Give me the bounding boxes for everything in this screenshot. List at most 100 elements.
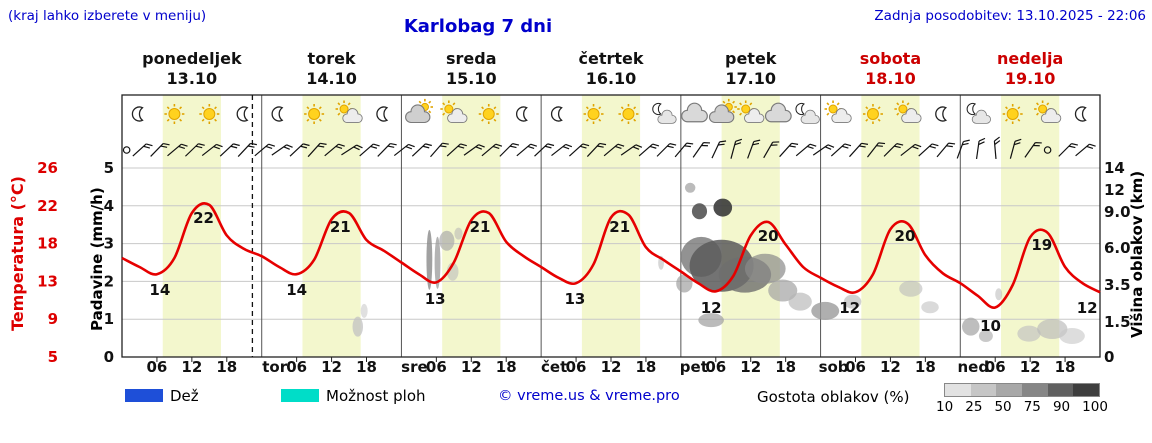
- density-swatch: [945, 384, 971, 396]
- daylight-band: [302, 95, 361, 357]
- wind-barb-icon: [377, 142, 397, 157]
- temperature-tick: 9: [48, 310, 58, 328]
- temperature-value-label: 10: [980, 317, 1001, 335]
- wind-barb-icon: [289, 143, 310, 157]
- page-title: Karlobag 7 dni: [403, 16, 553, 37]
- density-level-label: 50: [994, 399, 1012, 415]
- wind-barb-icon: [918, 143, 939, 157]
- hour-label: 18: [496, 358, 517, 376]
- wind-barb-icon: [603, 143, 625, 157]
- density-level-label: 75: [1023, 399, 1041, 415]
- density-swatch: [1073, 384, 1100, 396]
- hour-label: 06: [566, 358, 587, 376]
- temperature-value-label: 21: [609, 218, 630, 236]
- precipitation-tick: 4: [104, 197, 114, 215]
- temperature-value-label: 20: [895, 227, 916, 245]
- temperature-value-label: 12: [839, 299, 860, 317]
- wind-barb-icon: [551, 143, 573, 157]
- temperature-value-label: 14: [149, 281, 170, 299]
- precipitation-tick: 1: [104, 310, 114, 328]
- density-swatch: [970, 384, 997, 396]
- cloud-blob: [454, 227, 463, 240]
- cloud-blob: [1059, 328, 1085, 344]
- cloud-sun-icon: [405, 98, 433, 124]
- hour-label: 06: [426, 358, 447, 376]
- day-date: 19.10: [1005, 69, 1056, 88]
- wind-barb-icon: [393, 143, 415, 157]
- day-abbr-label: sre: [401, 358, 428, 376]
- temperature-value-label: 13: [564, 290, 585, 308]
- density-swatch: [996, 384, 1023, 396]
- wind-barb-icon: [307, 142, 327, 158]
- cloud-blob: [439, 230, 455, 251]
- wind-barb-icon: [795, 143, 817, 157]
- wind-barb-icon: [499, 143, 520, 157]
- cloud-blob: [978, 330, 993, 342]
- hour-label: 06: [286, 358, 307, 376]
- day-name: nedelja: [997, 49, 1063, 68]
- moon-cloud-icon: [652, 102, 677, 124]
- cloud-density-scale-labels: 10 25 50 75 90 100: [936, 399, 1108, 415]
- wind-barb-icon: [866, 142, 886, 158]
- day-date: 18.10: [865, 69, 916, 88]
- wind-barb-icon: [711, 140, 727, 159]
- day-date: 15.10: [446, 69, 497, 88]
- wind-barb-icon: [411, 143, 432, 157]
- wind-barb-icon: [1075, 143, 1096, 157]
- wind-barb-icon: [883, 143, 904, 157]
- daylight-band: [581, 95, 641, 357]
- wind-barb-icon: [936, 142, 956, 158]
- temperature-value-label: 12: [701, 299, 722, 317]
- daylight-band: [721, 95, 780, 357]
- temperature-value-label: 13: [425, 290, 446, 308]
- calm-wind-icon: [122, 146, 131, 154]
- wind-barb-icon: [956, 139, 970, 159]
- hour-label: 12: [461, 358, 482, 376]
- rain-legend-label: Dež: [170, 387, 199, 405]
- moon-icon: [236, 106, 249, 122]
- day-abbr-label: čet: [541, 358, 567, 376]
- wind-barb-icon: [849, 142, 869, 158]
- wind-barb-icon: [185, 143, 205, 157]
- cloud-blob: [691, 203, 708, 220]
- precipitation-tick: 3: [104, 235, 114, 253]
- day-name: petek: [725, 49, 777, 68]
- hour-label: 12: [1020, 358, 1041, 376]
- hour-label: 12: [601, 358, 622, 376]
- cloud-blob: [788, 292, 812, 311]
- temperature-value-label: 22: [193, 209, 214, 227]
- wind-barb-icon: [1024, 142, 1042, 158]
- hour-label: 06: [705, 358, 726, 376]
- density-swatch: [1047, 384, 1074, 396]
- moon-icon: [1074, 106, 1087, 122]
- cloud-blob: [995, 288, 1003, 301]
- wind-barb-icon: [481, 143, 503, 157]
- wind-barb-icon: [638, 143, 660, 157]
- wind-barb-icon: [201, 143, 223, 157]
- cloud-icon: [764, 102, 792, 123]
- hour-label: 12: [880, 358, 901, 376]
- cloud-blob: [698, 313, 724, 328]
- temperature-value-label: 14: [286, 281, 307, 299]
- copyright-link[interactable]: © vreme.us & vreme.pro: [498, 388, 680, 404]
- wind-barb-icon: [812, 144, 835, 156]
- density-level-label: 100: [1082, 399, 1108, 415]
- wind-barb-icon: [271, 144, 293, 156]
- hour-label: 18: [635, 358, 656, 376]
- wind-barb-icon: [656, 143, 677, 157]
- day-name: torek: [308, 49, 356, 68]
- density-swatch: [1022, 384, 1048, 396]
- wind-barb-icon: [747, 139, 761, 159]
- wind-barb-icon: [830, 143, 852, 157]
- location-menu-hint: (kraj lahko izberete v meniju): [8, 8, 207, 24]
- temperature-tick: 22: [37, 197, 58, 215]
- cloud-blob: [811, 301, 840, 320]
- sun-icon: [164, 104, 185, 124]
- temperature-tick: 13: [37, 272, 58, 290]
- wind-barb-icon: [324, 143, 345, 157]
- cloud-density-legend-label: Gostota oblakov (%): [757, 388, 910, 406]
- hour-label: 18: [915, 358, 936, 376]
- temperature-tick: 26: [37, 159, 58, 177]
